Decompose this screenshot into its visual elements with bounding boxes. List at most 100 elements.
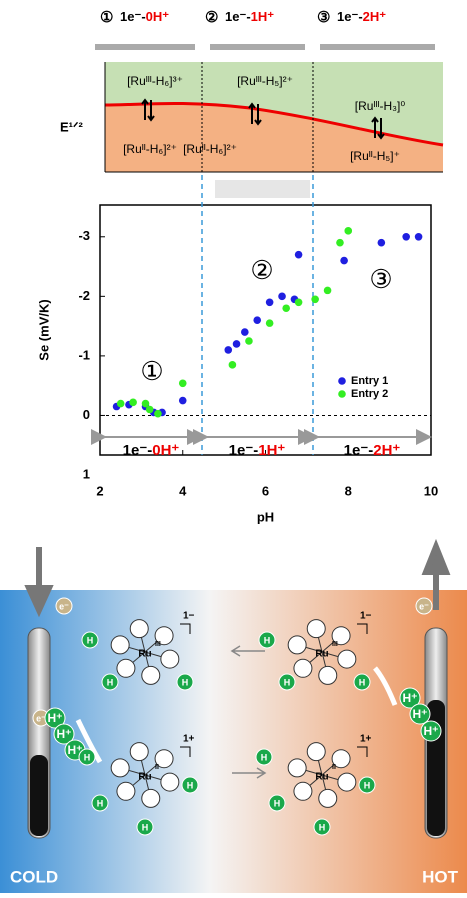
point (295, 298, 303, 306)
ring (319, 789, 337, 807)
label-highlight: 2H⁺ (363, 9, 387, 24)
proton-site-label: H (182, 677, 189, 687)
lower-species: [Ruᴵᴵ-H₅]⁺ (350, 149, 400, 163)
point (129, 399, 137, 407)
proton-site-label: H (87, 635, 94, 645)
point (253, 316, 261, 324)
ring (319, 666, 337, 684)
upper-species: [Ruᴵᴵᴵ-H₃]⁰ (355, 99, 406, 113)
point (324, 287, 332, 295)
label-highlight: 1H⁺ (251, 9, 275, 24)
ring (117, 659, 135, 677)
charge: 1+ (183, 734, 195, 745)
metal-label: Ru (315, 772, 328, 783)
header-number: ① (100, 9, 113, 26)
ring (111, 759, 129, 777)
point (117, 400, 125, 408)
label-highlight: 1H⁺ (258, 442, 285, 459)
label-part: 1e⁻- (225, 9, 251, 24)
proton-label: H⁺ (403, 691, 418, 705)
x-tick-label: 4 (179, 483, 187, 498)
label-highlight: 0H⁺ (146, 9, 170, 24)
ring (142, 789, 160, 807)
region-label: 1e⁻-1H⁺ (229, 442, 286, 459)
ring (142, 666, 160, 684)
proton-site-label: H (107, 677, 114, 687)
region-number: ③ (369, 264, 392, 294)
electrode-fill (427, 700, 445, 836)
point (336, 239, 344, 247)
point (154, 410, 162, 418)
proton-label: H⁺ (48, 711, 63, 725)
cold-label: COLD (10, 867, 58, 886)
proton-site-label: H (187, 780, 194, 790)
region-number: ① (140, 356, 163, 386)
point (340, 257, 348, 265)
label-part: 1e⁻- (229, 442, 259, 459)
proton-site-label: H (274, 798, 281, 808)
ring (288, 636, 306, 654)
ring (130, 620, 148, 638)
oxidation-state: II (155, 764, 159, 771)
electron-in (29, 547, 49, 610)
point (295, 251, 303, 259)
point (224, 346, 232, 354)
point (344, 227, 352, 235)
point (179, 397, 187, 405)
point (311, 296, 319, 304)
header-label: 1e⁻-0H⁺ (120, 9, 169, 24)
proton-label: H⁺ (57, 727, 72, 741)
y-tick-label: 0 (83, 407, 90, 422)
proton-site-label: H (364, 780, 371, 790)
label-part: 1e⁻- (344, 442, 374, 459)
ring (338, 773, 356, 791)
proton-label: H⁺ (413, 707, 428, 721)
point (233, 340, 241, 348)
point (229, 361, 237, 369)
point (282, 304, 290, 312)
metal-label: Ru (138, 772, 151, 783)
energy-panel (95, 47, 443, 198)
x-tick-label: 2 (96, 483, 103, 498)
x-tick-label: 10 (424, 483, 438, 498)
energy-axis-label: E¹ᐟ² (60, 119, 84, 134)
charge: 1− (360, 611, 372, 622)
y-tick-label: -2 (78, 288, 90, 303)
oxidation-state: III (332, 641, 338, 648)
proton-site-label: H (284, 677, 291, 687)
label-part: 1e⁻- (120, 9, 146, 24)
point (245, 337, 253, 345)
y-tick-label: -3 (78, 228, 90, 243)
legend-label: Entry 2 (351, 388, 388, 400)
ring (117, 782, 135, 800)
proton-site-label: H (84, 752, 91, 762)
x-axis-label: pH (257, 509, 274, 524)
lower-species: [Ruᴵᴵ-H₆]²⁺ (123, 142, 177, 156)
ring (161, 650, 179, 668)
metal-label: Ru (315, 649, 328, 660)
point (378, 239, 386, 247)
x-tick-label: 6 (262, 483, 269, 498)
metal-label: Ru (138, 649, 151, 660)
label-part: 1e⁻- (123, 442, 153, 459)
lower-species: [Ruᴵᴵ-H₆]²⁺ (183, 142, 237, 156)
label-part: 1e⁻- (337, 9, 363, 24)
gap-box (215, 180, 310, 198)
ring (307, 620, 325, 638)
electron-label: e⁻ (419, 601, 429, 611)
region-label: 1e⁻-0H⁺ (123, 442, 180, 459)
x-tick-label: 8 (345, 483, 352, 498)
oxidation-state: II (332, 764, 336, 771)
proton-label: H⁺ (424, 724, 439, 738)
point (179, 379, 187, 387)
proton-site-label: H (264, 635, 271, 645)
proton-site-label: H (261, 752, 268, 762)
charge: 1+ (360, 734, 372, 745)
legend-marker (338, 377, 346, 385)
header-label: 1e⁻-2H⁺ (337, 9, 386, 24)
region-label: 1e⁻-2H⁺ (344, 442, 401, 459)
region-number: ② (250, 255, 273, 285)
point (266, 319, 274, 327)
upper-species: [Ruᴵᴵᴵ-H₆]³⁺ (127, 74, 183, 88)
label-highlight: 2H⁺ (373, 442, 400, 459)
